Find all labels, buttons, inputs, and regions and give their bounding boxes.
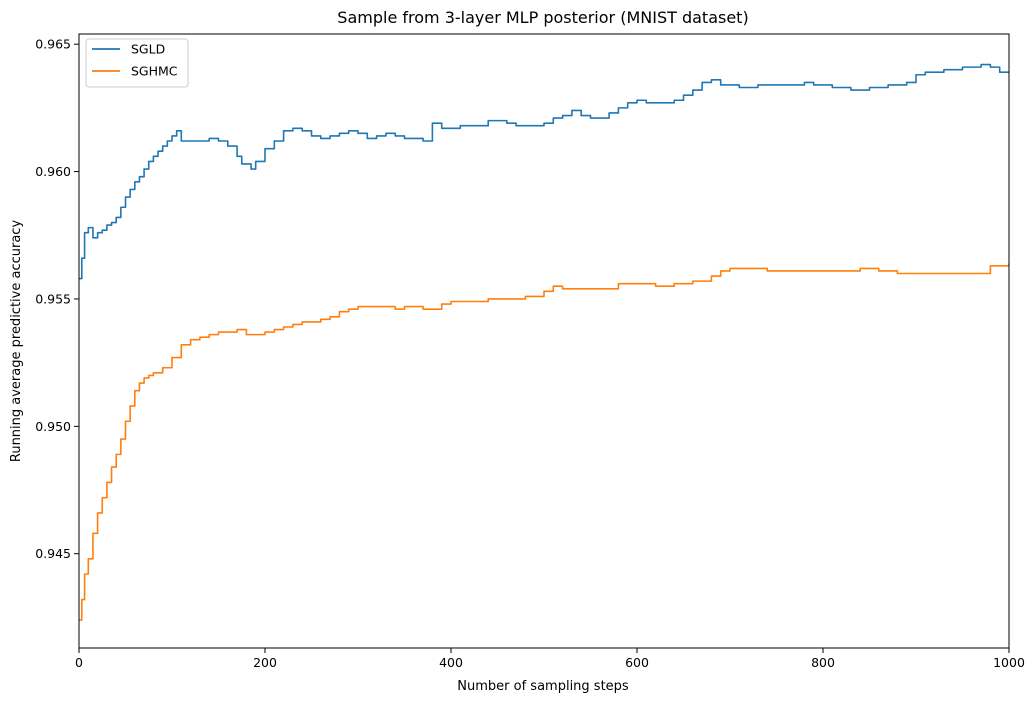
series-line-sgld [79,63,1009,280]
x-axis-label: Number of sampling steps [457,679,629,694]
x-tick-label: 800 [811,655,835,670]
x-tick-label: 200 [253,655,277,670]
y-axis-label: Running average predictive accuracy [9,220,24,463]
series-lines [79,63,1009,621]
x-tick-label: 1000 [993,655,1025,670]
chart-title: Sample from 3-layer MLP posterior (MNIST… [337,8,748,27]
legend-label-sgld: SGLD [131,42,165,57]
x-tick-label: 400 [439,655,463,670]
legend-box [85,38,189,88]
series-line-sghmc [79,263,1009,621]
x-axis: 0 200 400 600 800 1000 [75,648,1025,670]
legend: SGLD SGHMC [85,38,189,88]
y-axis: 0.945 0.950 0.955 0.960 0.965 [35,37,79,561]
x-tick-label: 0 [75,655,83,670]
y-tick-label: 0.960 [35,164,71,179]
y-tick-label: 0.965 [35,37,71,52]
plot-area [78,33,1010,649]
y-tick-label: 0.955 [35,291,71,306]
legend-label-sghmc: SGHMC [131,64,178,79]
plot-frame [78,33,1010,649]
x-tick-label: 600 [625,655,649,670]
y-tick-label: 0.950 [35,419,71,434]
y-tick-label: 0.945 [35,546,71,561]
